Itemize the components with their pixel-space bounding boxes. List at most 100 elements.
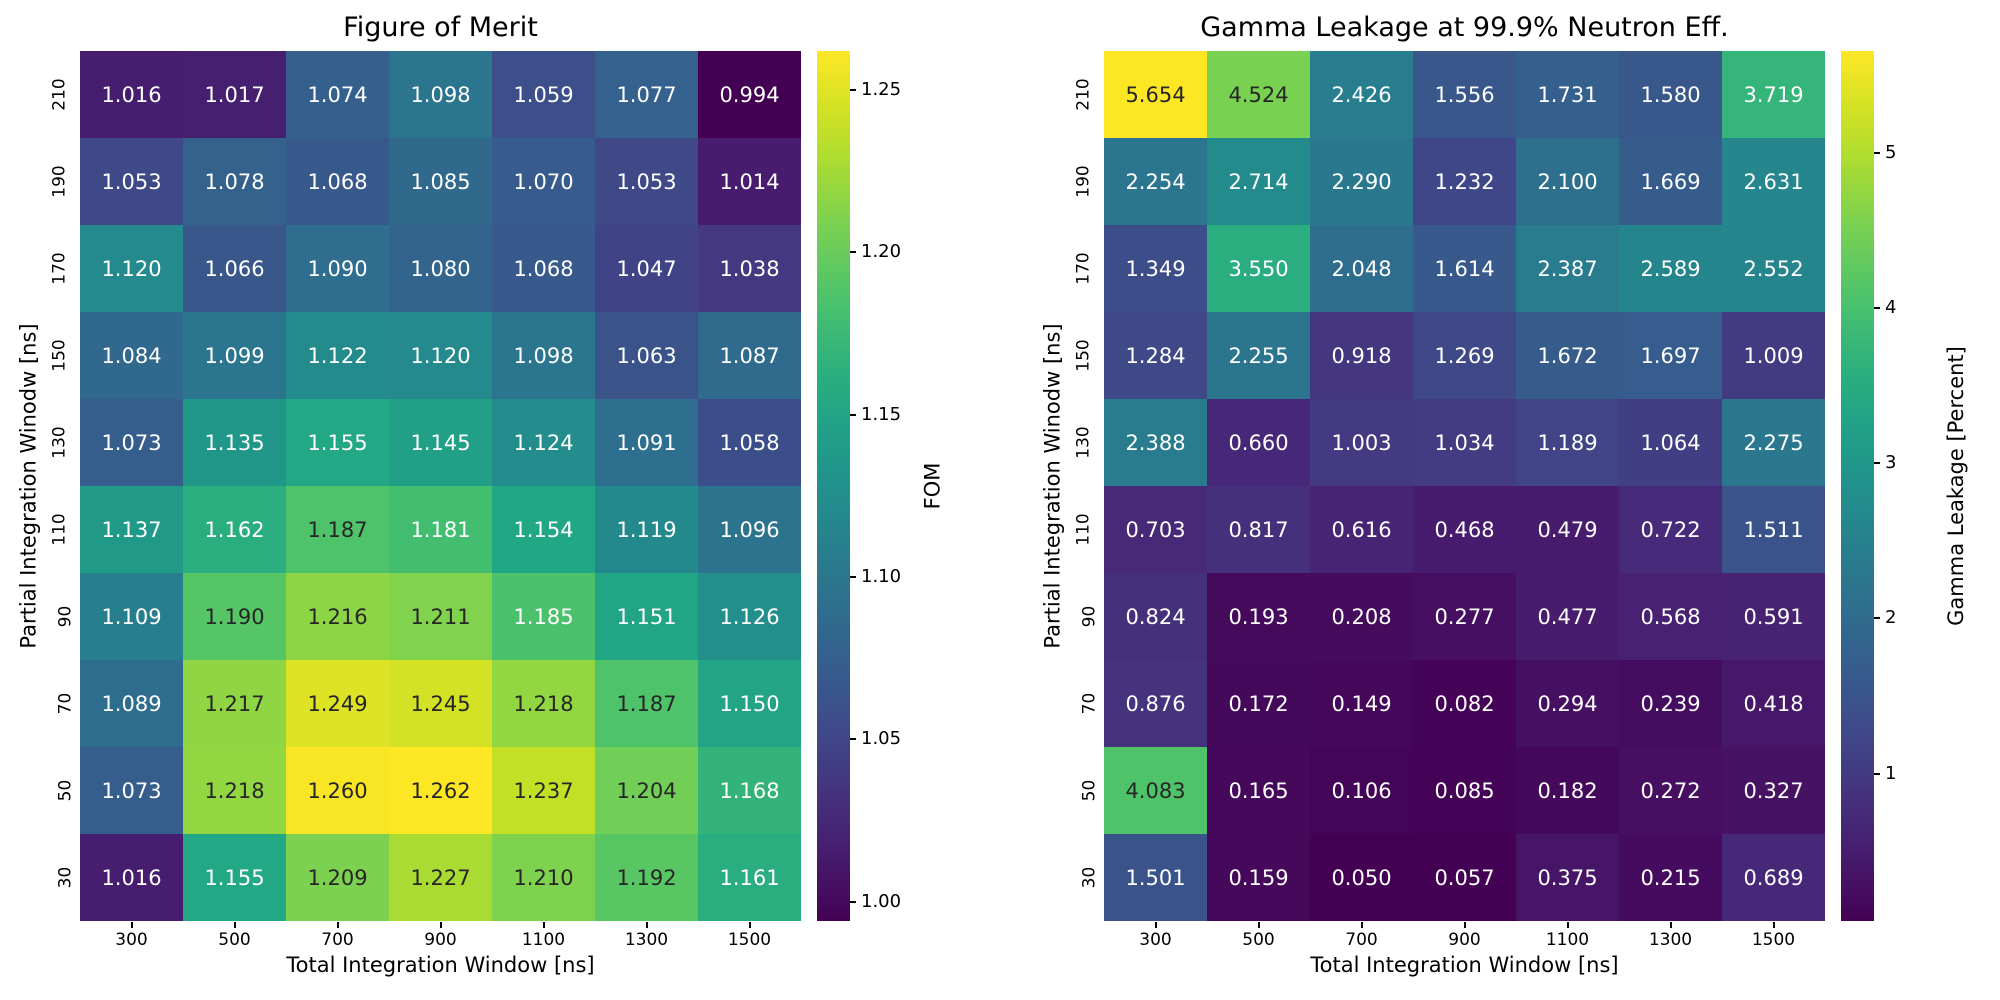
heatmap-cell: 1.211 bbox=[389, 573, 492, 660]
colorbar-tick-label: 1.10 bbox=[861, 565, 902, 587]
heatmap-cell: 0.327 bbox=[1722, 747, 1825, 834]
heatmap-cell: 4.524 bbox=[1207, 51, 1310, 138]
heatmap-cell: 1.260 bbox=[286, 747, 389, 834]
colorbar-tick-label: 5 bbox=[1885, 141, 1897, 163]
y-tick-label: 150 bbox=[49, 339, 70, 372]
heatmap-cell: 1.192 bbox=[595, 834, 698, 921]
x-tick-mark bbox=[233, 922, 236, 928]
x-tick-label: 1100 bbox=[521, 930, 566, 950]
heatmap-cell: 1.063 bbox=[595, 312, 698, 399]
x-tick: 1100 bbox=[492, 921, 595, 950]
heatmap-cell: 1.122 bbox=[286, 312, 389, 399]
colorbar-tick-label: 1 bbox=[1885, 762, 1897, 784]
heatmap-cell: 1.227 bbox=[389, 834, 492, 921]
heatmap-cell: 1.064 bbox=[1619, 399, 1722, 486]
panel-gamma-leakage: Gamma Leakage at 99.9% Neutron Eff. Part… bbox=[1038, 12, 1970, 1000]
x-tick-mark bbox=[748, 922, 751, 928]
heatmap-cell: 0.182 bbox=[1516, 747, 1619, 834]
heatmap-cell: 3.550 bbox=[1207, 225, 1310, 312]
x-tick: 300 bbox=[1104, 921, 1207, 950]
heatmap-cell: 1.066 bbox=[183, 225, 286, 312]
heatmap-cell: 5.654 bbox=[1104, 51, 1207, 138]
heatmap-cell: 1.073 bbox=[80, 747, 183, 834]
heatmap-cell: 1.511 bbox=[1722, 486, 1825, 573]
colorbar-tick-label: 1.25 bbox=[861, 78, 902, 100]
y-tick-label: 190 bbox=[1073, 165, 1094, 198]
heatmap-cell: 1.161 bbox=[698, 834, 801, 921]
colorbar-tick-mark bbox=[1874, 306, 1880, 309]
x-tick: 700 bbox=[286, 921, 389, 950]
heatmap-cell: 1.068 bbox=[286, 138, 389, 225]
y-tick-label: 170 bbox=[1073, 252, 1094, 285]
colorbar bbox=[1841, 51, 1874, 921]
x-tick-mark bbox=[1772, 922, 1775, 928]
x-tick: 700 bbox=[1310, 921, 1413, 950]
heatmap-cell: 0.824 bbox=[1104, 573, 1207, 660]
heatmap-cell: 1.190 bbox=[183, 573, 286, 660]
heatmap-cell: 0.149 bbox=[1310, 660, 1413, 747]
colorbar-tick: 1.10 bbox=[850, 565, 902, 587]
y-tick-label: 130 bbox=[49, 426, 70, 459]
heatmap-cell: 1.162 bbox=[183, 486, 286, 573]
x-tick-mark bbox=[645, 922, 648, 928]
x-tick-mark bbox=[439, 922, 442, 928]
y-tick-label: 30 bbox=[1079, 866, 1100, 889]
heatmap-cell: 1.096 bbox=[698, 486, 801, 573]
x-tick-label: 1500 bbox=[727, 930, 772, 950]
y-tick-label: 50 bbox=[55, 779, 76, 802]
heatmap-cell: 1.232 bbox=[1413, 138, 1516, 225]
heatmap-cell: 0.277 bbox=[1413, 573, 1516, 660]
heatmap-cell: 1.284 bbox=[1104, 312, 1207, 399]
y-axis-label-text: Partial Integration Winodw [ns] bbox=[1041, 323, 1066, 649]
heatmap-cell: 1.126 bbox=[698, 573, 801, 660]
heatmap-cell: 1.669 bbox=[1619, 138, 1722, 225]
heatmap-cell: 1.034 bbox=[1413, 399, 1516, 486]
x-tick: 1300 bbox=[1619, 921, 1722, 950]
heatmap-cell: 1.185 bbox=[492, 573, 595, 660]
heatmap-cell: 2.552 bbox=[1722, 225, 1825, 312]
x-tick: 1100 bbox=[1516, 921, 1619, 950]
heatmap-cell: 0.057 bbox=[1413, 834, 1516, 921]
colorbar-tick: 1.05 bbox=[850, 730, 901, 748]
heatmap-cell: 1.187 bbox=[286, 486, 389, 573]
y-tick-label: 170 bbox=[49, 252, 70, 285]
heatmap-cell: 1.210 bbox=[492, 834, 595, 921]
heatmap-cell: 1.119 bbox=[595, 486, 698, 573]
y-tick-labels: 210 190 170 150 130 110 90 70 50 30 bbox=[1068, 51, 1111, 921]
heatmap-cell: 2.254 bbox=[1104, 138, 1207, 225]
heatmap-cell: 1.135 bbox=[183, 399, 286, 486]
heatmap-cell: 1.672 bbox=[1516, 312, 1619, 399]
heatmap-cell: 1.089 bbox=[80, 660, 183, 747]
y-tick-label: 150 bbox=[1073, 339, 1094, 372]
heatmap-cell: 1.080 bbox=[389, 225, 492, 312]
heatmap-cell: 1.145 bbox=[389, 399, 492, 486]
x-tick-label: 500 bbox=[218, 930, 251, 950]
heatmap-cell: 1.091 bbox=[595, 399, 698, 486]
x-tick-label: 1300 bbox=[1648, 930, 1693, 950]
heatmap-cell: 1.556 bbox=[1413, 51, 1516, 138]
heatmap-cell: 0.660 bbox=[1207, 399, 1310, 486]
heatmap-cell: 0.165 bbox=[1207, 747, 1310, 834]
y-tick-label: 110 bbox=[1073, 513, 1094, 546]
heatmap-cell: 0.085 bbox=[1413, 747, 1516, 834]
y-tick-labels: 210 190 170 150 130 110 90 70 50 30 bbox=[44, 51, 87, 921]
heatmap-cell: 0.193 bbox=[1207, 573, 1310, 660]
plot-area: Partial Integration Winodw [ns] 210 190 17… bbox=[14, 51, 946, 977]
colorbar-tick-labels: 1 2 3 4 5 bbox=[1874, 51, 1942, 921]
x-tick-labels: 300 500 700 900 1100 1300 1500 bbox=[80, 921, 801, 950]
colorbar-tick-labels: 1.00 1.05 1.10 1.15 1.20 1.25 bbox=[850, 51, 918, 921]
heatmap-cell: 0.568 bbox=[1619, 573, 1722, 660]
colorbar-tick-label: 4 bbox=[1885, 296, 1897, 318]
heatmap-cell: 1.009 bbox=[1722, 312, 1825, 399]
y-tick-label: 30 bbox=[55, 866, 76, 889]
y-tick-label: 70 bbox=[1079, 692, 1100, 715]
colorbar-tick-label: 1.00 bbox=[861, 890, 902, 912]
x-tick: 900 bbox=[389, 921, 492, 950]
colorbar-tick-mark bbox=[1874, 151, 1880, 154]
y-axis-label: Partial Integration Winodw [ns] bbox=[14, 51, 44, 921]
heatmap-cell: 0.689 bbox=[1722, 834, 1825, 921]
heatmap-cell: 0.994 bbox=[698, 51, 801, 138]
colorbar-tick-label: 1.05 bbox=[861, 728, 902, 750]
heatmap-cell: 1.059 bbox=[492, 51, 595, 138]
heatmap-cell: 1.187 bbox=[595, 660, 698, 747]
